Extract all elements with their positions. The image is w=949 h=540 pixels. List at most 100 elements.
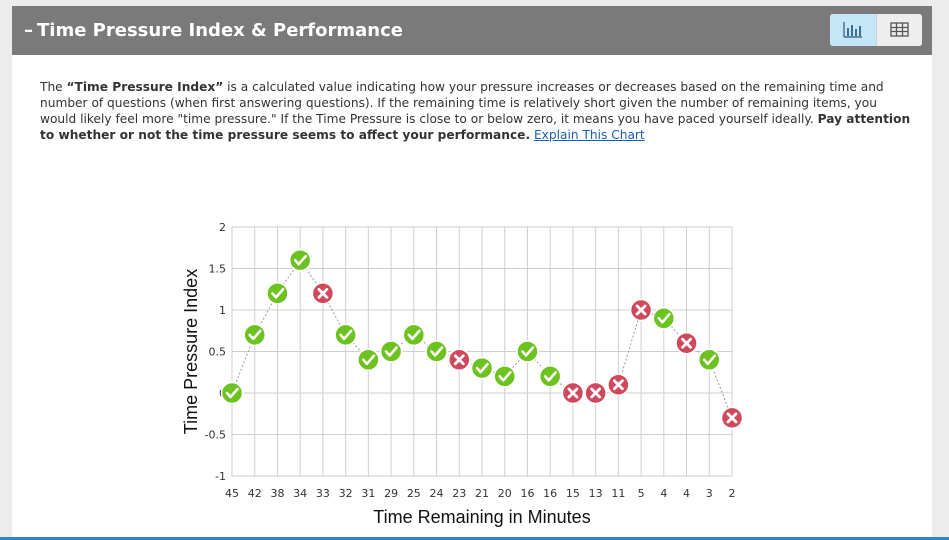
cross-icon <box>635 304 647 316</box>
correct-marker <box>698 348 721 372</box>
correct-point[interactable] <box>357 348 380 372</box>
correct-point[interactable] <box>698 348 721 372</box>
correct-marker <box>652 307 676 330</box>
cross-icon <box>453 354 465 366</box>
x-tick-label: 38 <box>270 487 284 500</box>
desc-term: “Time Pressure Index” <box>66 80 224 94</box>
x-tick-label: 20 <box>498 487 512 500</box>
cross-icon <box>567 387 579 399</box>
correct-marker <box>357 348 380 372</box>
x-tick-label: 21 <box>475 487 489 500</box>
y-axis-label: Time Pressure Index <box>181 269 201 434</box>
incorrect-point[interactable] <box>561 381 585 405</box>
x-tick-label: 16 <box>543 487 557 500</box>
x-axis-label: Time Remaining in Minutes <box>373 507 590 527</box>
correct-point[interactable] <box>402 323 426 347</box>
y-tick-label: 2 <box>219 221 226 234</box>
check-icon <box>293 254 307 266</box>
correct-marker <box>402 323 426 347</box>
x-tick-label: 29 <box>384 487 398 500</box>
check-icon <box>271 288 285 299</box>
x-tick-label: 16 <box>520 487 534 500</box>
check-icon <box>339 329 353 341</box>
incorrect-point[interactable] <box>675 331 698 355</box>
y-tick-label: -1 <box>215 470 226 483</box>
x-tick-label: 23 <box>452 487 466 500</box>
correct-marker <box>334 323 357 347</box>
correct-point[interactable] <box>243 323 266 347</box>
cross-icon <box>726 412 738 424</box>
correct-marker <box>516 340 539 363</box>
check-icon <box>521 346 535 357</box>
y-tick-label: -0.5 <box>205 429 226 442</box>
correct-point[interactable] <box>288 248 312 272</box>
incorrect-point[interactable] <box>584 381 607 405</box>
correct-marker <box>243 323 266 347</box>
x-tick-label: 25 <box>407 487 421 500</box>
desc-emphasis: Pay attention to whether or not the time… <box>40 112 911 142</box>
x-tick-label: 42 <box>248 487 262 500</box>
correct-point[interactable] <box>538 365 562 388</box>
incorrect-point[interactable] <box>720 406 744 430</box>
correct-marker <box>220 381 244 405</box>
check-icon <box>430 346 444 357</box>
correct-point[interactable] <box>425 340 448 363</box>
correct-point[interactable] <box>220 381 244 405</box>
correct-point[interactable] <box>516 340 539 363</box>
check-icon <box>657 312 671 324</box>
x-tick-label: 11 <box>611 487 625 500</box>
check-icon <box>543 371 557 382</box>
correct-point[interactable] <box>493 365 516 388</box>
correct-marker <box>288 248 312 272</box>
x-tick-label: 24 <box>430 487 444 500</box>
check-icon <box>248 329 262 341</box>
cross-icon <box>590 387 602 399</box>
correct-point[interactable] <box>652 307 676 330</box>
check-icon <box>384 346 398 357</box>
correct-point[interactable] <box>334 323 357 347</box>
chart-description: The “Time Pressure Index” is a calculate… <box>40 79 916 143</box>
check-icon <box>475 362 489 374</box>
x-tick-label: 31 <box>361 487 375 500</box>
incorrect-point[interactable] <box>607 373 630 396</box>
x-tick-label: 2 <box>729 487 736 500</box>
correct-marker <box>470 356 494 380</box>
cross-icon <box>612 379 624 391</box>
x-tick-label: 3 <box>706 487 713 500</box>
correct-marker <box>493 365 516 388</box>
collapse-icon[interactable]: – <box>24 20 33 41</box>
incorrect-point[interactable] <box>311 282 335 305</box>
panel-title[interactable]: – Time Pressure Index & Performance <box>24 6 403 55</box>
x-tick-label: 45 <box>225 487 239 500</box>
x-tick-label: 33 <box>316 487 330 500</box>
check-icon <box>225 387 239 399</box>
y-tick-label: 0.5 <box>209 346 227 359</box>
x-tick-label: 34 <box>293 487 307 500</box>
correct-point[interactable] <box>379 340 403 363</box>
panel-title-text: Time Pressure Index & Performance <box>37 20 403 41</box>
check-icon <box>362 354 376 366</box>
y-tick-label: 1.5 <box>209 263 227 276</box>
bottom-border <box>0 537 949 540</box>
cross-icon <box>681 337 692 349</box>
panel-header[interactable]: – Time Pressure Index & Performance <box>12 6 932 55</box>
correct-marker <box>379 340 403 363</box>
correct-point[interactable] <box>470 356 494 380</box>
x-tick-label: 4 <box>660 487 667 500</box>
table-view-button[interactable] <box>876 14 922 46</box>
chart-view-button[interactable] <box>830 14 876 46</box>
table-grid-icon <box>890 22 909 37</box>
x-tick-label: 15 <box>566 487 580 500</box>
desc-intro: The <box>40 80 67 94</box>
x-tick-label: 13 <box>589 487 603 500</box>
desc-body: is a calculated value indicating how you… <box>40 80 884 126</box>
incorrect-point[interactable] <box>629 298 653 322</box>
incorrect-point[interactable] <box>448 348 471 372</box>
correct-point[interactable] <box>266 282 289 305</box>
bar-chart-icon <box>843 22 862 38</box>
explain-chart-link[interactable]: Explain This Chart <box>533 128 645 142</box>
cross-icon <box>317 287 329 299</box>
view-toggle <box>830 14 922 46</box>
correct-marker <box>266 282 289 305</box>
